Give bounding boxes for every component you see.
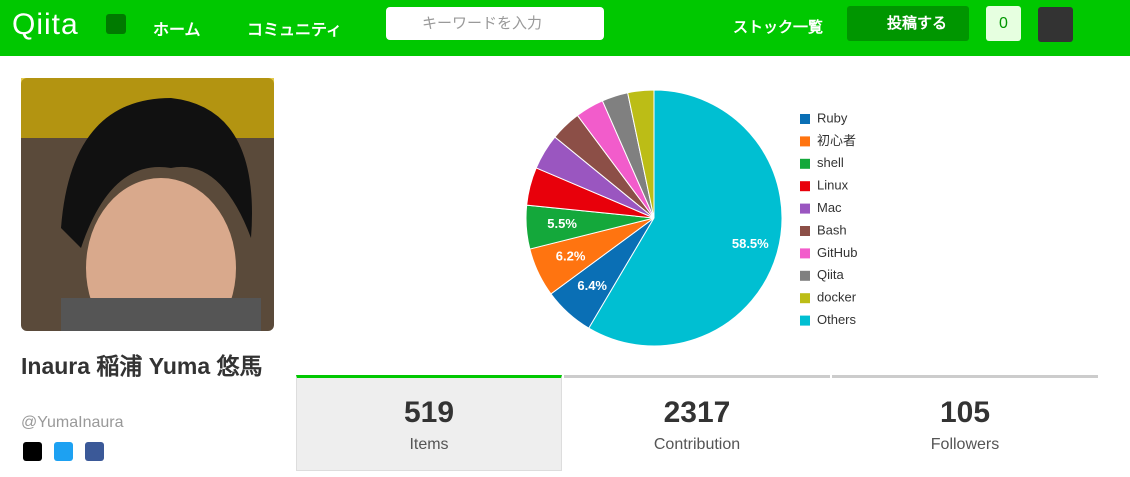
post-button[interactable]: 投稿する [847, 6, 969, 41]
stat-tab[interactable]: 105 Followers [832, 375, 1098, 471]
stat-value: 2317 [663, 396, 731, 429]
legend-swatch [800, 248, 810, 259]
legend-label: 初心者 [817, 133, 856, 148]
profile-photo [21, 78, 274, 331]
legend-swatch [800, 270, 810, 281]
legend-label: Mac [817, 200, 842, 215]
legend-label: GitHub [817, 245, 857, 260]
search-box[interactable]: キーワードを入力 [386, 7, 604, 40]
legend-swatch [800, 114, 810, 124]
legend-label: Ruby [817, 110, 848, 125]
legend-swatch [800, 226, 810, 236]
legend-swatch [800, 136, 810, 147]
header: Qiita ホーム コミュニティ キーワードを入力 ストック一覧 投稿する 0 [0, 0, 1130, 56]
stat-label: Items [409, 436, 449, 453]
profile-name: Inaura 稲浦 Yuma 悠馬 [21, 353, 263, 379]
slice-label: 6.4% [577, 278, 607, 293]
legend-label: shell [817, 155, 844, 170]
legend-label: Others [817, 312, 857, 327]
legend-label: docker [817, 290, 857, 305]
logo[interactable]: Qiita [12, 8, 79, 41]
stat-tab[interactable]: 519 Items [296, 375, 562, 471]
stat-label: Contribution [653, 436, 741, 453]
pie-slice [588, 89, 783, 347]
notifications[interactable]: 0 [986, 6, 1021, 41]
stat-value: 105 [939, 396, 991, 429]
legend-swatch [800, 158, 810, 169]
profile-handle: @YumaInaura [21, 414, 124, 431]
menu-dropdown[interactable] [106, 14, 126, 34]
avatar[interactable] [1038, 7, 1073, 42]
legend-label: Linux [817, 178, 849, 193]
twitter-icon[interactable] [54, 442, 73, 461]
legend-label: Qiita [817, 267, 845, 282]
slice-label: 58.5% [732, 236, 769, 251]
legend-swatch [800, 181, 810, 192]
github-icon[interactable] [23, 442, 42, 461]
stat-label: Followers [930, 436, 1000, 453]
stat-tab[interactable]: 2317 Contribution [564, 375, 830, 471]
stock-link[interactable]: ストック一覧 [733, 19, 824, 36]
slice-label: 6.2% [556, 249, 586, 264]
nav-community[interactable]: コミュニティ [247, 22, 343, 39]
legend-swatch [800, 203, 810, 214]
legend-swatch [800, 315, 810, 326]
facebook-icon[interactable] [85, 442, 104, 461]
stat-value: 519 [403, 396, 455, 429]
nav-home[interactable]: ホーム [153, 22, 201, 39]
slice-label: 5.5% [547, 216, 577, 231]
legend-label: Bash [817, 222, 847, 237]
legend-swatch [800, 293, 810, 304]
chart: 6.4% 6.2% 5.5% 58.5% Ruby 初心者 shell Linux Mac Bas… [525, 89, 857, 347]
